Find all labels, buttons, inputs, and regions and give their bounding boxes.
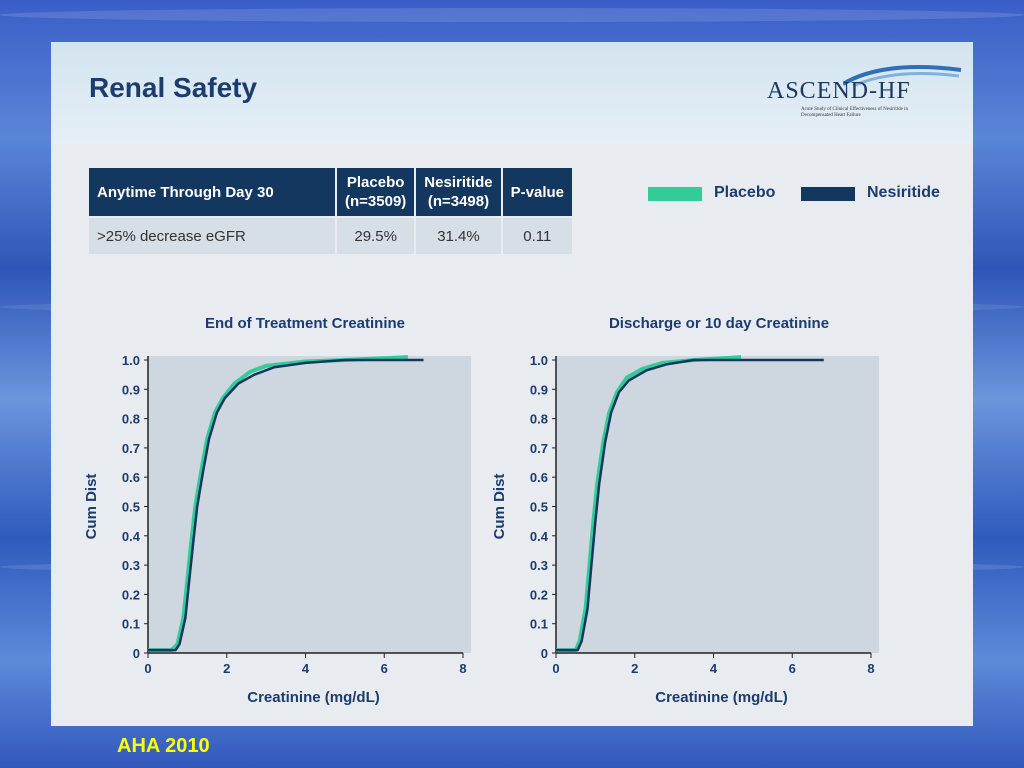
table-header-row: Anytime Through Day 30 Placebo (n=3509) N… (89, 168, 575, 217)
series-line-placebo (556, 355, 742, 653)
table-header-cell: Placebo (n=3509) (336, 168, 417, 217)
y-tick-label: 0 (541, 646, 548, 661)
y-axis-label: Cum Dist (83, 474, 100, 540)
x-tick-label: 0 (552, 661, 559, 676)
series-line-placebo (148, 355, 408, 653)
x-axis-label: Creatinine (mg/dL) (247, 689, 380, 706)
x-tick-label: 0 (144, 661, 151, 676)
legend-swatch-placebo (648, 187, 702, 201)
y-tick-label: 0.3 (122, 558, 140, 573)
table-header-cell: P-value (501, 168, 575, 217)
plot-background (148, 356, 471, 653)
y-tick-label: 0.3 (530, 558, 548, 573)
page-title: Renal Safety (89, 72, 258, 103)
slide-panel: Renal Safety ASCEND-HF Acute Study of Cl… (51, 42, 973, 726)
y-tick-label: 0.8 (530, 412, 548, 427)
logo-swoosh-icon (843, 65, 962, 88)
table-cell: 31.4% (415, 216, 503, 254)
x-tick-label: 2 (631, 661, 638, 676)
y-tick-label: 0.4 (530, 529, 549, 544)
logo-wordmark: ASCEND-HF (767, 78, 911, 104)
header-band (51, 42, 973, 144)
x-tick-label: 6 (789, 661, 796, 676)
x-tick-label: 8 (459, 661, 466, 676)
legend-label-placebo: Placebo (714, 184, 776, 201)
table-cell: 29.5% (336, 216, 417, 254)
table-cell: 0.11 (501, 216, 575, 254)
plot-background (556, 356, 879, 653)
y-tick-label: 0.9 (122, 382, 140, 397)
x-tick-label: 4 (302, 661, 310, 676)
y-tick-label: 0.2 (122, 587, 140, 602)
y-tick-label: 0.2 (530, 587, 548, 602)
x-axis-label: Creatinine (mg/dL) (655, 689, 788, 706)
y-tick-label: 0.9 (530, 382, 548, 397)
y-tick-label: 0.6 (530, 470, 548, 485)
y-tick-label: 0.4 (122, 529, 141, 544)
y-tick-label: 0.1 (530, 617, 548, 632)
table-cell: >25% decrease eGFR (89, 216, 337, 254)
y-tick-label: 1.0 (122, 353, 140, 368)
y-tick-label: 0.5 (530, 500, 548, 515)
chart-title: End of Treatment Creatinine (205, 315, 405, 332)
y-tick-label: 0.5 (122, 500, 140, 515)
background-streak (0, 8, 1024, 22)
ascend-hf-logo: ASCEND-HF Acute Study of Clinical Effect… (765, 62, 965, 142)
y-tick-label: 0 (133, 646, 140, 661)
footer-note: AHA 2010 (117, 735, 210, 757)
y-tick-label: 0.8 (122, 412, 140, 427)
x-tick-label: 6 (381, 661, 388, 676)
table-header-cell: Anytime Through Day 30 (89, 168, 337, 217)
y-tick-label: 0.7 (122, 441, 140, 456)
y-axis-label: Cum Dist (491, 474, 508, 540)
table-header-cell: Nesiritide (n=3498) (415, 168, 503, 217)
y-tick-label: 0.7 (530, 441, 548, 456)
y-tick-label: 0.1 (122, 617, 140, 632)
series-line-nesiritide (556, 358, 824, 652)
x-tick-label: 8 (867, 661, 874, 676)
y-tick-label: 0.6 (122, 470, 140, 485)
x-tick-label: 2 (223, 661, 230, 676)
legend-label-nesiritide: Nesiritide (867, 184, 940, 201)
renal-safety-table: Anytime Through Day 30 Placebo (n=3509) N… (89, 168, 575, 254)
charts-area: End of Treatment Creatinine 0 0.1 0.2 0.3 0.4… (83, 315, 879, 706)
x-tick-label: 4 (710, 661, 718, 676)
logo-subtitle: Acute Study of Clinical Effectiveness of… (801, 107, 908, 118)
table-row: >25% decrease eGFR 29.5% 31.4% 0.11 (89, 216, 575, 254)
series-line-nesiritide (148, 358, 424, 652)
legend-swatch-nesiritide (801, 187, 855, 201)
y-tick-label: 1.0 (530, 353, 548, 368)
chart-title: Discharge or 10 day Creatinine (609, 315, 829, 332)
